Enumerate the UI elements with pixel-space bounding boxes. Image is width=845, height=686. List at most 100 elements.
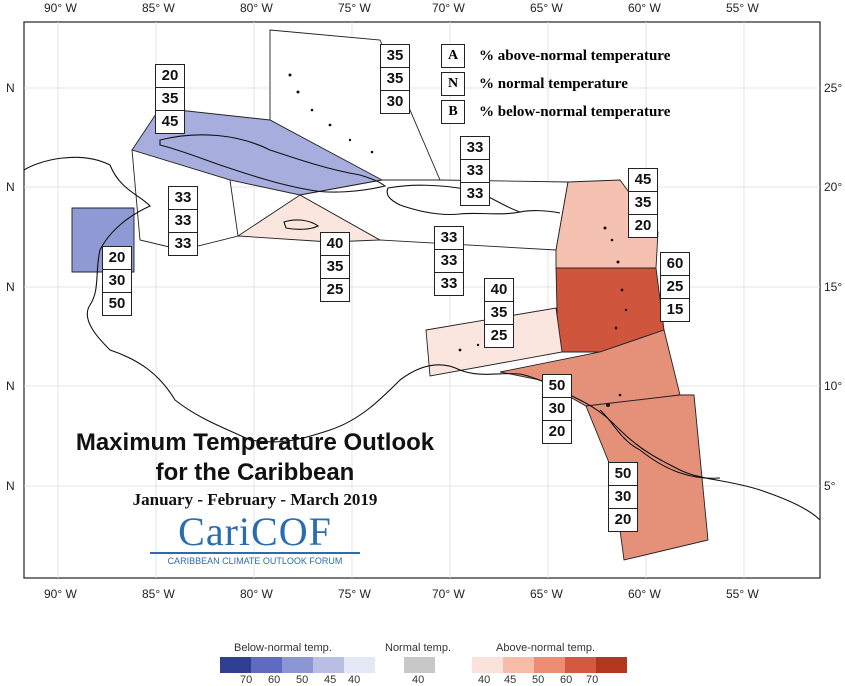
lat-label: 5° (824, 479, 836, 493)
lon-label: 80° W (240, 1, 273, 15)
above-swatch (534, 657, 565, 673)
caricof-logo: CariCOF CARIBBEAN CLIMATE OUTLOOK FORUM (150, 512, 360, 566)
below-value: 45 (161, 113, 179, 130)
below-value: 30 (386, 93, 404, 110)
above-value: 40 (321, 233, 349, 256)
lat-label: N (6, 479, 15, 493)
title-line-2: for the Caribbean (155, 459, 355, 486)
above-scale-title: Above-normal temp. (496, 642, 596, 654)
below-colorbar (220, 657, 375, 673)
key-letter: B (441, 100, 465, 124)
key-row-normal: N % normal temperature (441, 70, 731, 98)
tick-label: 40 (478, 674, 491, 686)
tick-label: 45 (324, 674, 337, 686)
below-swatch (344, 657, 375, 673)
prob-box-caribbean-west: 33 33 33 (168, 186, 198, 256)
lon-label: 90° W (44, 1, 77, 15)
above-value: 60 (661, 253, 689, 276)
lon-labels-top: 90° W 85° W 80° W 75° W 70° W 65° W 60° … (44, 1, 759, 15)
tick-label: 50 (296, 674, 309, 686)
coastlines (23, 134, 821, 521)
below-value: 33 (174, 235, 192, 252)
key-row-below: B % below-normal temperature (441, 98, 731, 126)
normal-value: 30 (609, 486, 637, 509)
period-label: January - February - March 2019 (132, 490, 378, 509)
lon-label: 65° W (530, 587, 563, 601)
lon-labels-bottom: 90° W 85° W 80° W 75° W 70° W 65° W 60° … (44, 587, 759, 601)
tick-label: 60 (268, 674, 281, 686)
normal-value: 35 (381, 68, 409, 91)
prob-box-jamaica: 40 35 25 (320, 232, 350, 302)
lat-label: 25° (824, 81, 842, 95)
tick-label: 50 (532, 674, 545, 686)
lat-labels-right: 25° 20° 15° 10° 5° (824, 81, 842, 493)
lon-label: 90° W (44, 587, 77, 601)
above-swatch (596, 657, 627, 673)
below-value: 20 (548, 423, 566, 440)
normal-value: 35 (321, 256, 349, 279)
normal-value: 30 (103, 270, 131, 293)
prob-box-cuba: 20 35 45 (155, 64, 185, 134)
prob-box-trinidad: 50 30 20 (542, 374, 572, 444)
lon-label: 65° W (530, 1, 563, 15)
tick-label: 40 (348, 674, 361, 686)
above-value: 50 (609, 463, 637, 486)
key-letter: N (441, 72, 465, 96)
lat-label: 20° (824, 180, 842, 194)
normal-scale-title: Normal temp. (385, 642, 452, 654)
normal-value: 30 (543, 398, 571, 421)
lat-label: N (6, 379, 15, 393)
above-swatch (565, 657, 596, 673)
above-swatch (503, 657, 534, 673)
normal-swatch (404, 657, 435, 673)
lat-label: N (6, 180, 15, 194)
above-swatch (472, 657, 503, 673)
below-value: 20 (634, 217, 652, 234)
above-value: 40 (485, 279, 513, 302)
lon-label: 70° W (432, 1, 465, 15)
key-text: % below-normal temperature (479, 103, 671, 120)
lat-label: 10° (824, 379, 842, 393)
above-colorbar (472, 657, 627, 673)
logo-wordmark: CariCOF (178, 509, 332, 554)
prob-box-turks-caicos: 33 33 33 (460, 136, 490, 206)
lon-label: 85° W (142, 1, 175, 15)
lat-label: N (6, 81, 15, 95)
tick-label: 40 (412, 674, 425, 686)
normal-value: 35 (156, 88, 184, 111)
lat-label: 15° (824, 280, 842, 294)
below-swatch (251, 657, 282, 673)
logo-subtitle: CARIBBEAN CLIMATE OUTLOOK FORUM (150, 552, 360, 566)
normal-ticks: 40 (412, 674, 424, 686)
title-line-1: Maximum Temperature Outlook (75, 429, 435, 456)
key-letter: A (441, 44, 465, 68)
lon-label: 55° W (726, 1, 759, 15)
tick-label: 70 (240, 674, 253, 686)
above-value: 33 (169, 187, 197, 210)
below-value: 25 (326, 281, 344, 298)
key-text: % normal temperature (479, 75, 628, 92)
above-value: 20 (103, 247, 131, 270)
normal-value: 35 (485, 302, 513, 325)
below-swatch (220, 657, 251, 673)
below-value: 20 (614, 511, 632, 528)
above-value: 35 (381, 45, 409, 68)
lon-label: 75° W (338, 1, 371, 15)
tick-label: 45 (504, 674, 517, 686)
probability-key: A % above-normal temperature N % normal … (441, 42, 731, 126)
below-swatch (313, 657, 344, 673)
below-value: 25 (490, 327, 508, 344)
prob-box-bahamas: 35 35 30 (380, 44, 410, 114)
normal-value: 35 (629, 192, 657, 215)
below-swatch (282, 657, 313, 673)
below-value: 50 (108, 295, 126, 312)
prob-box-guianas: 50 30 20 (608, 462, 638, 532)
above-value: 50 (543, 375, 571, 398)
lat-label: N (6, 280, 15, 294)
tick-label: 70 (586, 674, 599, 686)
normal-value: 33 (169, 210, 197, 233)
prob-box-abc: 40 35 25 (484, 278, 514, 348)
normal-value: 33 (461, 160, 489, 183)
lon-label: 85° W (142, 587, 175, 601)
below-scale-title: Below-normal temp. (234, 642, 332, 654)
